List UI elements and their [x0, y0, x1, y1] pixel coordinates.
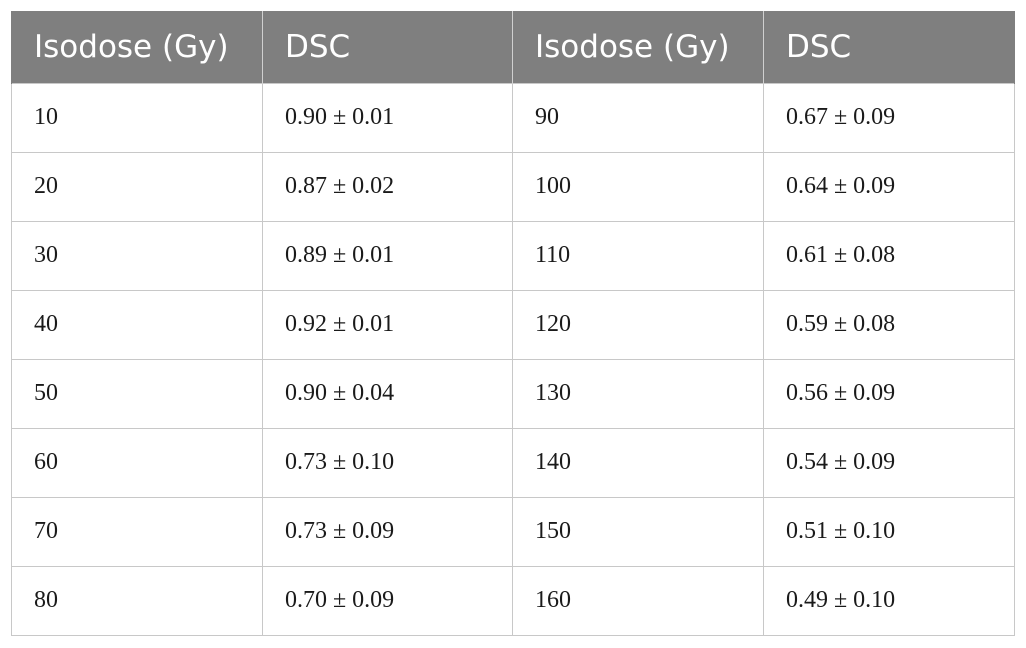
cell-dsc: 0.67 ± 0.09 [763, 82, 1015, 153]
cell-isodose: 60 [11, 427, 263, 498]
table-row: 60 0.73 ± 0.10 140 0.54 ± 0.09 [11, 427, 1015, 498]
header-dsc-2: DSC [763, 11, 1015, 83]
cell-isodose: 70 [11, 496, 263, 567]
cell-dsc: 0.73 ± 0.09 [262, 496, 513, 567]
header-isodose-1: Isodose (Gy) [11, 11, 263, 83]
cell-dsc: 0.61 ± 0.08 [763, 220, 1015, 291]
table-row: 10 0.90 ± 0.01 90 0.67 ± 0.09 [11, 82, 1015, 153]
cell-isodose: 50 [11, 358, 263, 429]
cell-dsc: 0.64 ± 0.09 [763, 151, 1015, 222]
cell-dsc: 0.90 ± 0.01 [262, 82, 513, 153]
cell-isodose: 20 [11, 151, 263, 222]
cell-isodose: 80 [11, 565, 263, 636]
cell-isodose: 100 [512, 151, 764, 222]
cell-dsc: 0.70 ± 0.09 [262, 565, 513, 636]
data-table-container: Isodose (Gy) DSC Isodose (Gy) DSC 10 0.9… [11, 11, 1015, 636]
cell-dsc: 0.51 ± 0.10 [763, 496, 1015, 567]
cell-dsc: 0.87 ± 0.02 [262, 151, 513, 222]
header-dsc-1: DSC [262, 11, 513, 83]
cell-isodose: 160 [512, 565, 764, 636]
cell-dsc: 0.90 ± 0.04 [262, 358, 513, 429]
table-row: 20 0.87 ± 0.02 100 0.64 ± 0.09 [11, 151, 1015, 222]
table-body: 10 0.90 ± 0.01 90 0.67 ± 0.09 20 0.87 ± … [11, 82, 1015, 636]
cell-isodose: 30 [11, 220, 263, 291]
table-row: 30 0.89 ± 0.01 110 0.61 ± 0.08 [11, 220, 1015, 291]
table-row: 50 0.90 ± 0.04 130 0.56 ± 0.09 [11, 358, 1015, 429]
cell-isodose: 140 [512, 427, 764, 498]
cell-isodose: 90 [512, 82, 764, 153]
table-row: 40 0.92 ± 0.01 120 0.59 ± 0.08 [11, 289, 1015, 360]
cell-isodose: 10 [11, 82, 263, 153]
cell-isodose: 150 [512, 496, 764, 567]
header-row: Isodose (Gy) DSC Isodose (Gy) DSC [11, 11, 1015, 83]
header-isodose-2: Isodose (Gy) [512, 11, 764, 83]
isodose-dsc-table: Isodose (Gy) DSC Isodose (Gy) DSC 10 0.9… [11, 11, 1015, 636]
table-header: Isodose (Gy) DSC Isodose (Gy) DSC [11, 11, 1015, 83]
table-row: 70 0.73 ± 0.09 150 0.51 ± 0.10 [11, 496, 1015, 567]
cell-dsc: 0.73 ± 0.10 [262, 427, 513, 498]
cell-dsc: 0.89 ± 0.01 [262, 220, 513, 291]
cell-dsc: 0.56 ± 0.09 [763, 358, 1015, 429]
cell-dsc: 0.54 ± 0.09 [763, 427, 1015, 498]
cell-isodose: 40 [11, 289, 263, 360]
cell-dsc: 0.92 ± 0.01 [262, 289, 513, 360]
cell-isodose: 110 [512, 220, 764, 291]
cell-isodose: 120 [512, 289, 764, 360]
cell-isodose: 130 [512, 358, 764, 429]
cell-dsc: 0.59 ± 0.08 [763, 289, 1015, 360]
cell-dsc: 0.49 ± 0.10 [763, 565, 1015, 636]
table-row: 80 0.70 ± 0.09 160 0.49 ± 0.10 [11, 565, 1015, 636]
